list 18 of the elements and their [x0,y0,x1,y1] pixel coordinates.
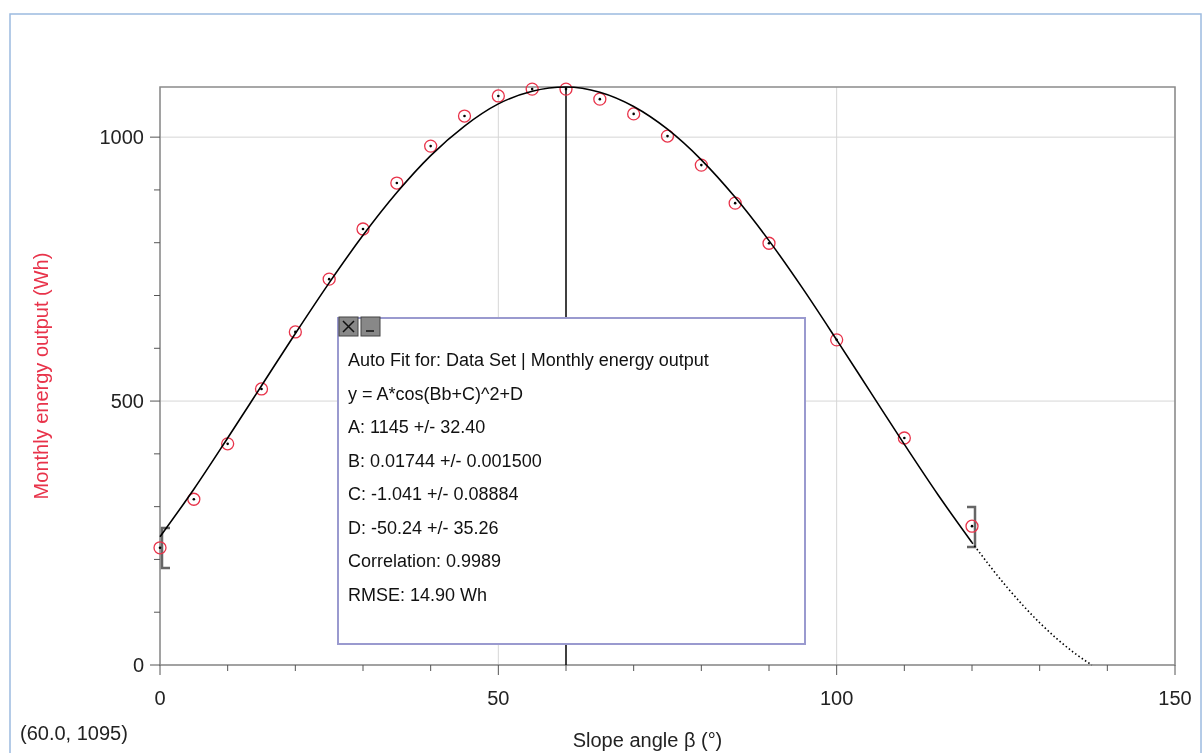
annotation: D: -50.24 +/- 35.26 [348,517,499,538]
annotation: Correlation: 0.9989 [348,551,502,571]
x-tick-label: 50 [487,687,510,709]
annotation: B: 0.01744 +/- 0.001500 [348,450,542,471]
y-tick-label: 0 [132,654,144,676]
annotation: RMSE: 14.90 Wh [348,584,488,605]
text: (60.0, 1095) [20,722,128,744]
x-tick-label: 100 [819,687,854,709]
y-axis-title: Monthly energy output (Wh) [30,252,52,500]
annotation: Auto Fit for: Data Set | Monthly energy output [348,350,709,370]
x-axis-title: Slope angle β (°) [572,729,723,751]
y-tick-label: 500 [110,390,144,413]
x-tick-label: 150 [1158,687,1192,709]
y-tick-label: 1000 [99,126,144,149]
x-tick-label: 0 [154,687,166,709]
annotation: A: 1145 +/- 32.40 [348,417,486,437]
annotation: y = A*cos(Bb+C)^2+D [348,383,524,404]
annotation: C: -1.041 +/- 0.08884 [348,484,519,504]
